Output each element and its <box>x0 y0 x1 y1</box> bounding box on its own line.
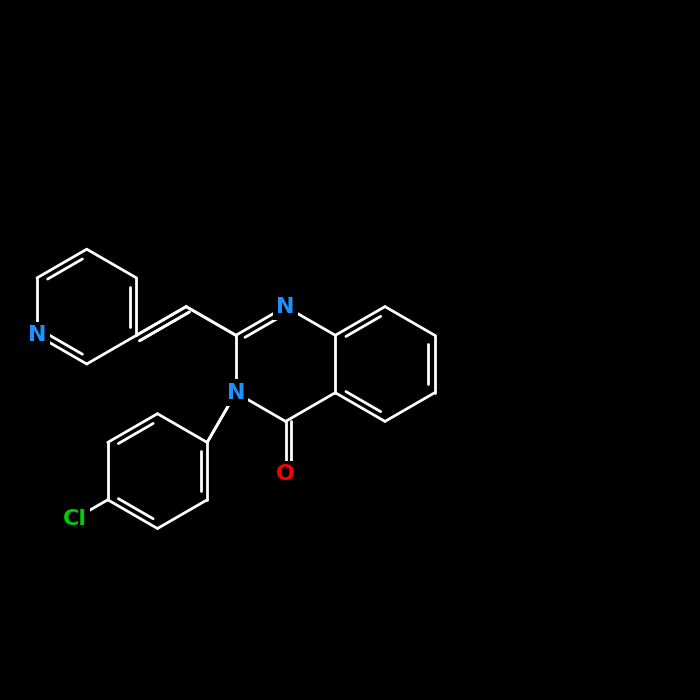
Text: O: O <box>276 464 295 484</box>
Text: N: N <box>227 383 245 402</box>
Text: N: N <box>28 326 46 345</box>
Text: Cl: Cl <box>62 509 86 529</box>
Text: N: N <box>276 297 295 316</box>
